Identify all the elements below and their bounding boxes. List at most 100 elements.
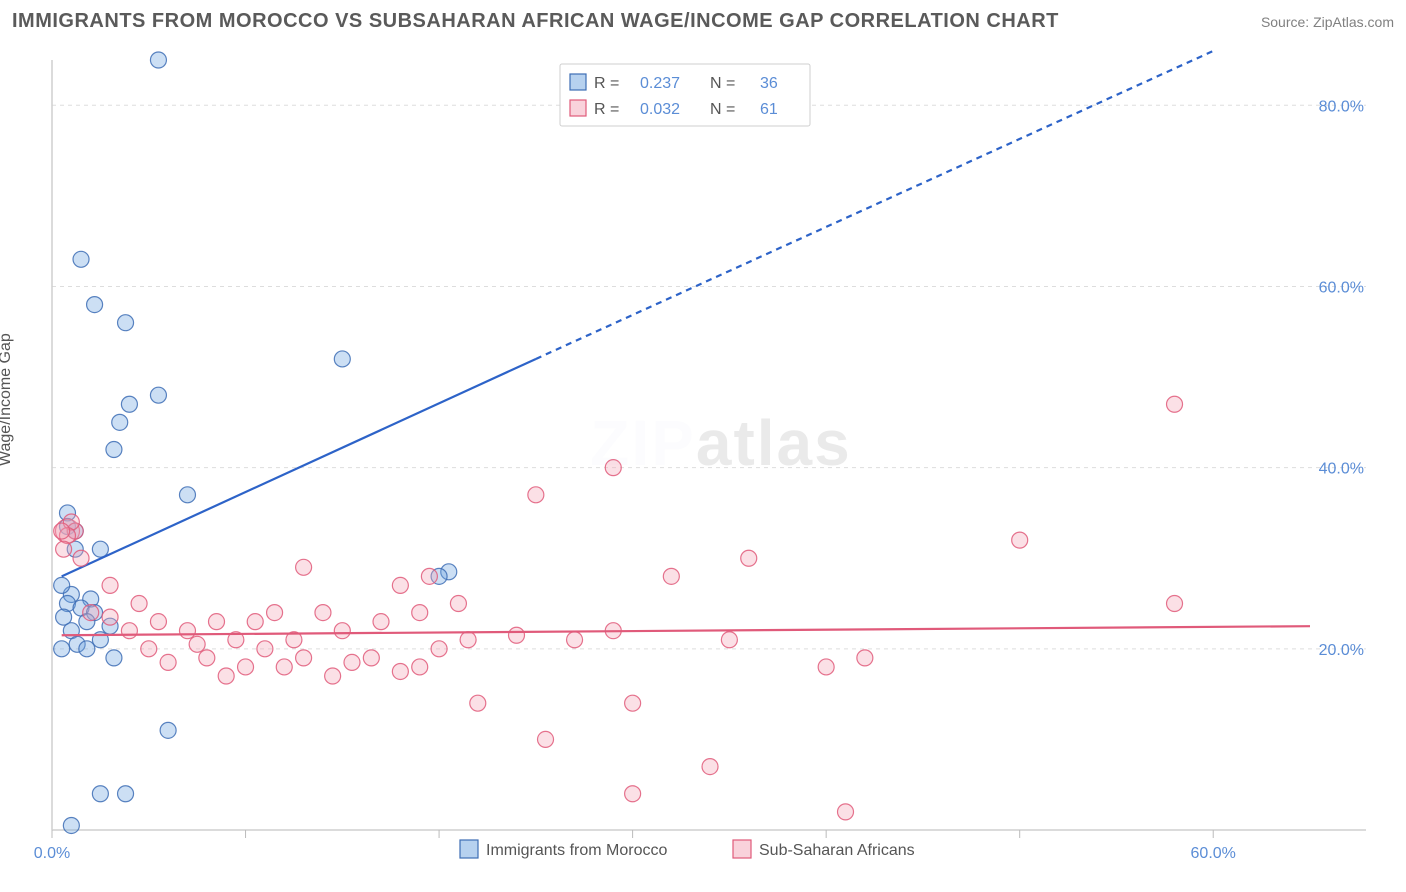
legend-swatch [570, 74, 586, 90]
data-point [625, 695, 641, 711]
data-point [1167, 396, 1183, 412]
legend-series-label: Sub-Saharan Africans [759, 842, 915, 859]
data-point [267, 605, 283, 621]
x-tick-label: 60.0% [1191, 845, 1236, 862]
data-point [118, 786, 134, 802]
data-point [412, 605, 428, 621]
data-point [460, 632, 476, 648]
data-point [121, 623, 137, 639]
data-point [106, 442, 122, 458]
data-point [160, 654, 176, 670]
data-point [421, 568, 437, 584]
data-point [179, 487, 195, 503]
data-point [257, 641, 273, 657]
data-point [296, 650, 312, 666]
trend-line [62, 626, 1310, 635]
source-link[interactable]: ZipAtlas.com [1313, 14, 1394, 30]
data-point [87, 297, 103, 313]
data-point [276, 659, 292, 675]
data-point [150, 614, 166, 630]
data-point [528, 487, 544, 503]
data-point [663, 568, 679, 584]
data-point [334, 623, 350, 639]
data-point [199, 650, 215, 666]
data-point [538, 731, 554, 747]
data-point [189, 636, 205, 652]
legend-swatch [570, 100, 586, 116]
legend-n-label: N = [710, 75, 735, 92]
legend-swatch [460, 840, 478, 858]
data-point [218, 668, 234, 684]
data-point [567, 632, 583, 648]
data-point [73, 550, 89, 566]
data-point [721, 632, 737, 648]
data-point [102, 609, 118, 625]
data-point [150, 387, 166, 403]
correlation-scatter-chart: ZIPatlas0.0%60.0%20.0%40.0%60.0%80.0%R =… [0, 40, 1406, 892]
data-point [315, 605, 331, 621]
data-point [92, 541, 108, 557]
data-point [334, 351, 350, 367]
data-point [450, 596, 466, 612]
data-point [112, 414, 128, 430]
legend-n-value: 61 [760, 101, 778, 118]
data-point [470, 695, 486, 711]
y-tick-label: 80.0% [1319, 98, 1364, 115]
x-tick-label: 0.0% [34, 845, 70, 862]
data-point [625, 786, 641, 802]
data-point [392, 663, 408, 679]
data-point [179, 623, 195, 639]
data-point [160, 722, 176, 738]
data-point [1012, 532, 1028, 548]
legend-series-label: Immigrants from Morocco [486, 842, 667, 859]
data-point [344, 654, 360, 670]
data-point [741, 550, 757, 566]
data-point [209, 614, 225, 630]
data-point [605, 460, 621, 476]
data-point [118, 315, 134, 331]
y-tick-label: 60.0% [1319, 279, 1364, 296]
data-point [238, 659, 254, 675]
data-point [392, 577, 408, 593]
legend-r-value: 0.237 [640, 75, 680, 92]
gridlines [52, 105, 1366, 649]
legend-r-label: R = [594, 101, 619, 118]
data-point [83, 605, 99, 621]
data-point [54, 641, 70, 657]
y-tick-label: 20.0% [1319, 642, 1364, 659]
data-point [431, 641, 447, 657]
watermark: ZIPatlas [590, 407, 851, 479]
legend-swatch [733, 840, 751, 858]
data-point [412, 659, 428, 675]
data-point [56, 541, 72, 557]
source-label: Source: ZipAtlas.com [1261, 14, 1394, 30]
data-point [702, 759, 718, 775]
data-point [818, 659, 834, 675]
series-legend: Immigrants from Morocco Sub-Saharan Afric… [460, 840, 915, 859]
data-point [63, 817, 79, 833]
legend-r-label: R = [594, 75, 619, 92]
chart-title: IMMIGRANTS FROM MOROCCO VS SUBSAHARAN AF… [12, 10, 1059, 33]
stats-legend: R = 0.237 N = 36 R = 0.032 N = 61 [560, 64, 810, 126]
legend-n-value: 36 [760, 75, 778, 92]
legend-r-value: 0.032 [640, 101, 680, 118]
data-point [373, 614, 389, 630]
data-point [131, 596, 147, 612]
data-point [106, 650, 122, 666]
data-point [508, 627, 524, 643]
data-point [73, 251, 89, 267]
legend-n-label: N = [710, 101, 735, 118]
data-point [363, 650, 379, 666]
data-point [838, 804, 854, 820]
data-point [1167, 596, 1183, 612]
data-point [857, 650, 873, 666]
data-point [325, 668, 341, 684]
y-axis-label: Wage/Income Gap [0, 333, 15, 466]
data-point [296, 559, 312, 575]
data-point [92, 786, 108, 802]
data-point [247, 614, 263, 630]
data-point [102, 577, 118, 593]
data-point [150, 52, 166, 68]
data-point [54, 577, 70, 593]
data-point [141, 641, 157, 657]
